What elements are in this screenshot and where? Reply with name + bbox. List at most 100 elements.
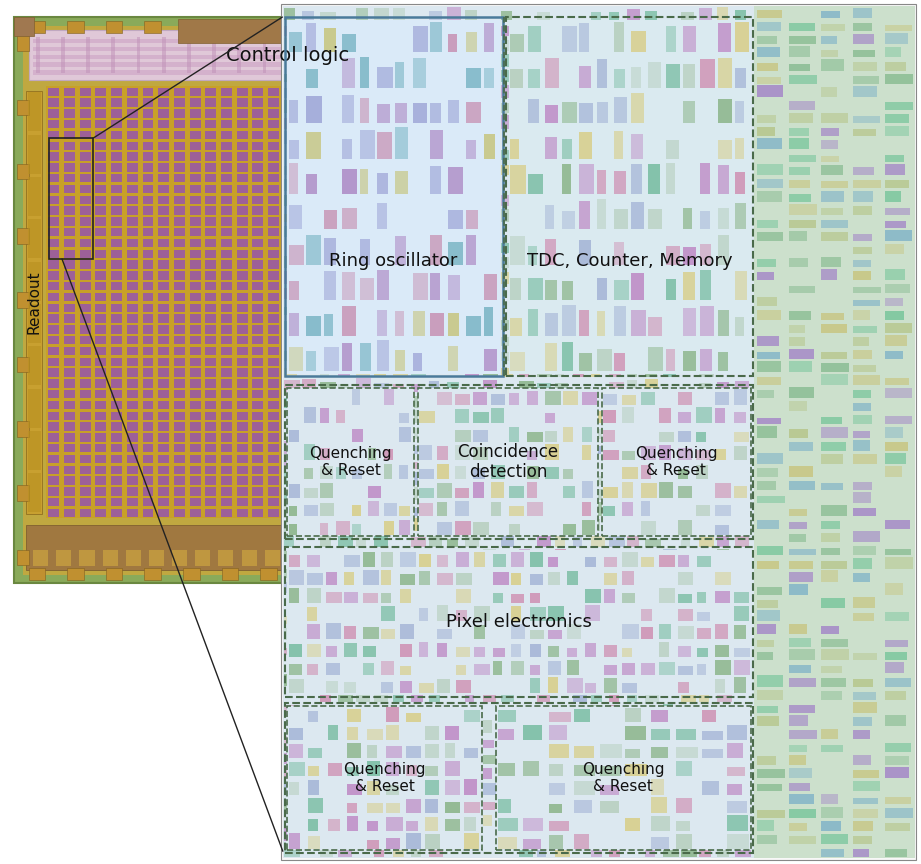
Bar (375, 286, 387, 299)
Bar (464, 802, 480, 813)
Bar (573, 785, 589, 795)
Bar (591, 59, 601, 67)
Bar (285, 675, 294, 686)
Bar (285, 195, 297, 206)
Bar (555, 846, 570, 857)
Bar (573, 615, 583, 625)
Bar (519, 365, 530, 377)
Bar (299, 509, 310, 517)
Bar (483, 616, 494, 625)
Bar (646, 272, 659, 283)
Bar (313, 37, 317, 73)
Bar (717, 503, 732, 516)
Bar (493, 661, 502, 675)
Bar (753, 196, 765, 206)
Bar (772, 566, 782, 578)
Bar (699, 101, 716, 113)
Bar (392, 476, 402, 485)
Bar (28, 177, 41, 216)
Bar (573, 553, 583, 562)
Bar (111, 336, 122, 345)
Bar (309, 711, 318, 722)
Bar (395, 351, 405, 371)
Bar (808, 102, 821, 113)
Bar (728, 725, 747, 740)
Bar (898, 534, 912, 547)
Bar (808, 677, 822, 686)
Bar (456, 185, 467, 194)
Bar (757, 481, 776, 490)
Bar (346, 347, 357, 355)
Bar (853, 613, 874, 621)
Bar (190, 314, 201, 323)
Bar (440, 358, 451, 366)
Bar (808, 229, 818, 237)
Bar (428, 381, 439, 392)
Bar (393, 391, 404, 398)
Bar (789, 456, 799, 469)
Bar (503, 498, 514, 506)
Bar (663, 831, 676, 842)
Bar (898, 307, 911, 314)
Bar (237, 228, 248, 237)
Bar (472, 347, 483, 355)
Bar (789, 615, 799, 625)
Bar (28, 92, 41, 131)
Bar (268, 477, 279, 485)
Bar (356, 101, 366, 113)
Bar (530, 574, 543, 585)
Bar (413, 58, 426, 88)
Bar (789, 164, 800, 175)
Bar (143, 98, 154, 107)
Bar (609, 24, 620, 35)
Bar (357, 550, 372, 566)
Bar (682, 632, 696, 640)
Bar (757, 496, 785, 503)
Bar (753, 756, 764, 764)
Bar (501, 165, 516, 175)
Bar (885, 180, 909, 188)
Bar (205, 498, 216, 506)
Bar (609, 208, 624, 222)
Bar (609, 491, 620, 500)
Bar (487, 110, 498, 118)
Bar (503, 271, 514, 280)
Bar (143, 347, 154, 355)
Bar (190, 228, 201, 237)
Bar (287, 706, 482, 850)
Bar (503, 163, 514, 172)
Bar (428, 534, 442, 547)
Bar (331, 283, 342, 290)
Bar (252, 228, 263, 237)
Bar (736, 677, 749, 686)
Bar (808, 256, 818, 268)
Bar (80, 250, 91, 258)
Bar (268, 454, 279, 463)
Bar (440, 88, 451, 96)
Bar (331, 250, 342, 258)
Bar (417, 388, 598, 537)
Bar (614, 69, 625, 88)
Bar (663, 22, 676, 35)
Bar (821, 729, 838, 739)
Bar (753, 537, 766, 547)
Bar (885, 678, 911, 687)
Bar (174, 261, 185, 269)
Bar (143, 88, 154, 96)
Bar (143, 239, 154, 247)
Bar (646, 476, 658, 485)
Bar (375, 476, 386, 485)
Bar (717, 566, 728, 578)
Bar (392, 586, 408, 594)
Bar (597, 310, 605, 335)
Bar (143, 314, 154, 323)
Bar (456, 422, 467, 431)
Bar (530, 552, 542, 567)
Bar (143, 454, 154, 463)
Bar (49, 261, 59, 269)
Bar (733, 486, 747, 498)
Bar (604, 678, 617, 693)
Bar (111, 434, 122, 442)
Bar (753, 289, 766, 299)
Bar (364, 37, 367, 73)
